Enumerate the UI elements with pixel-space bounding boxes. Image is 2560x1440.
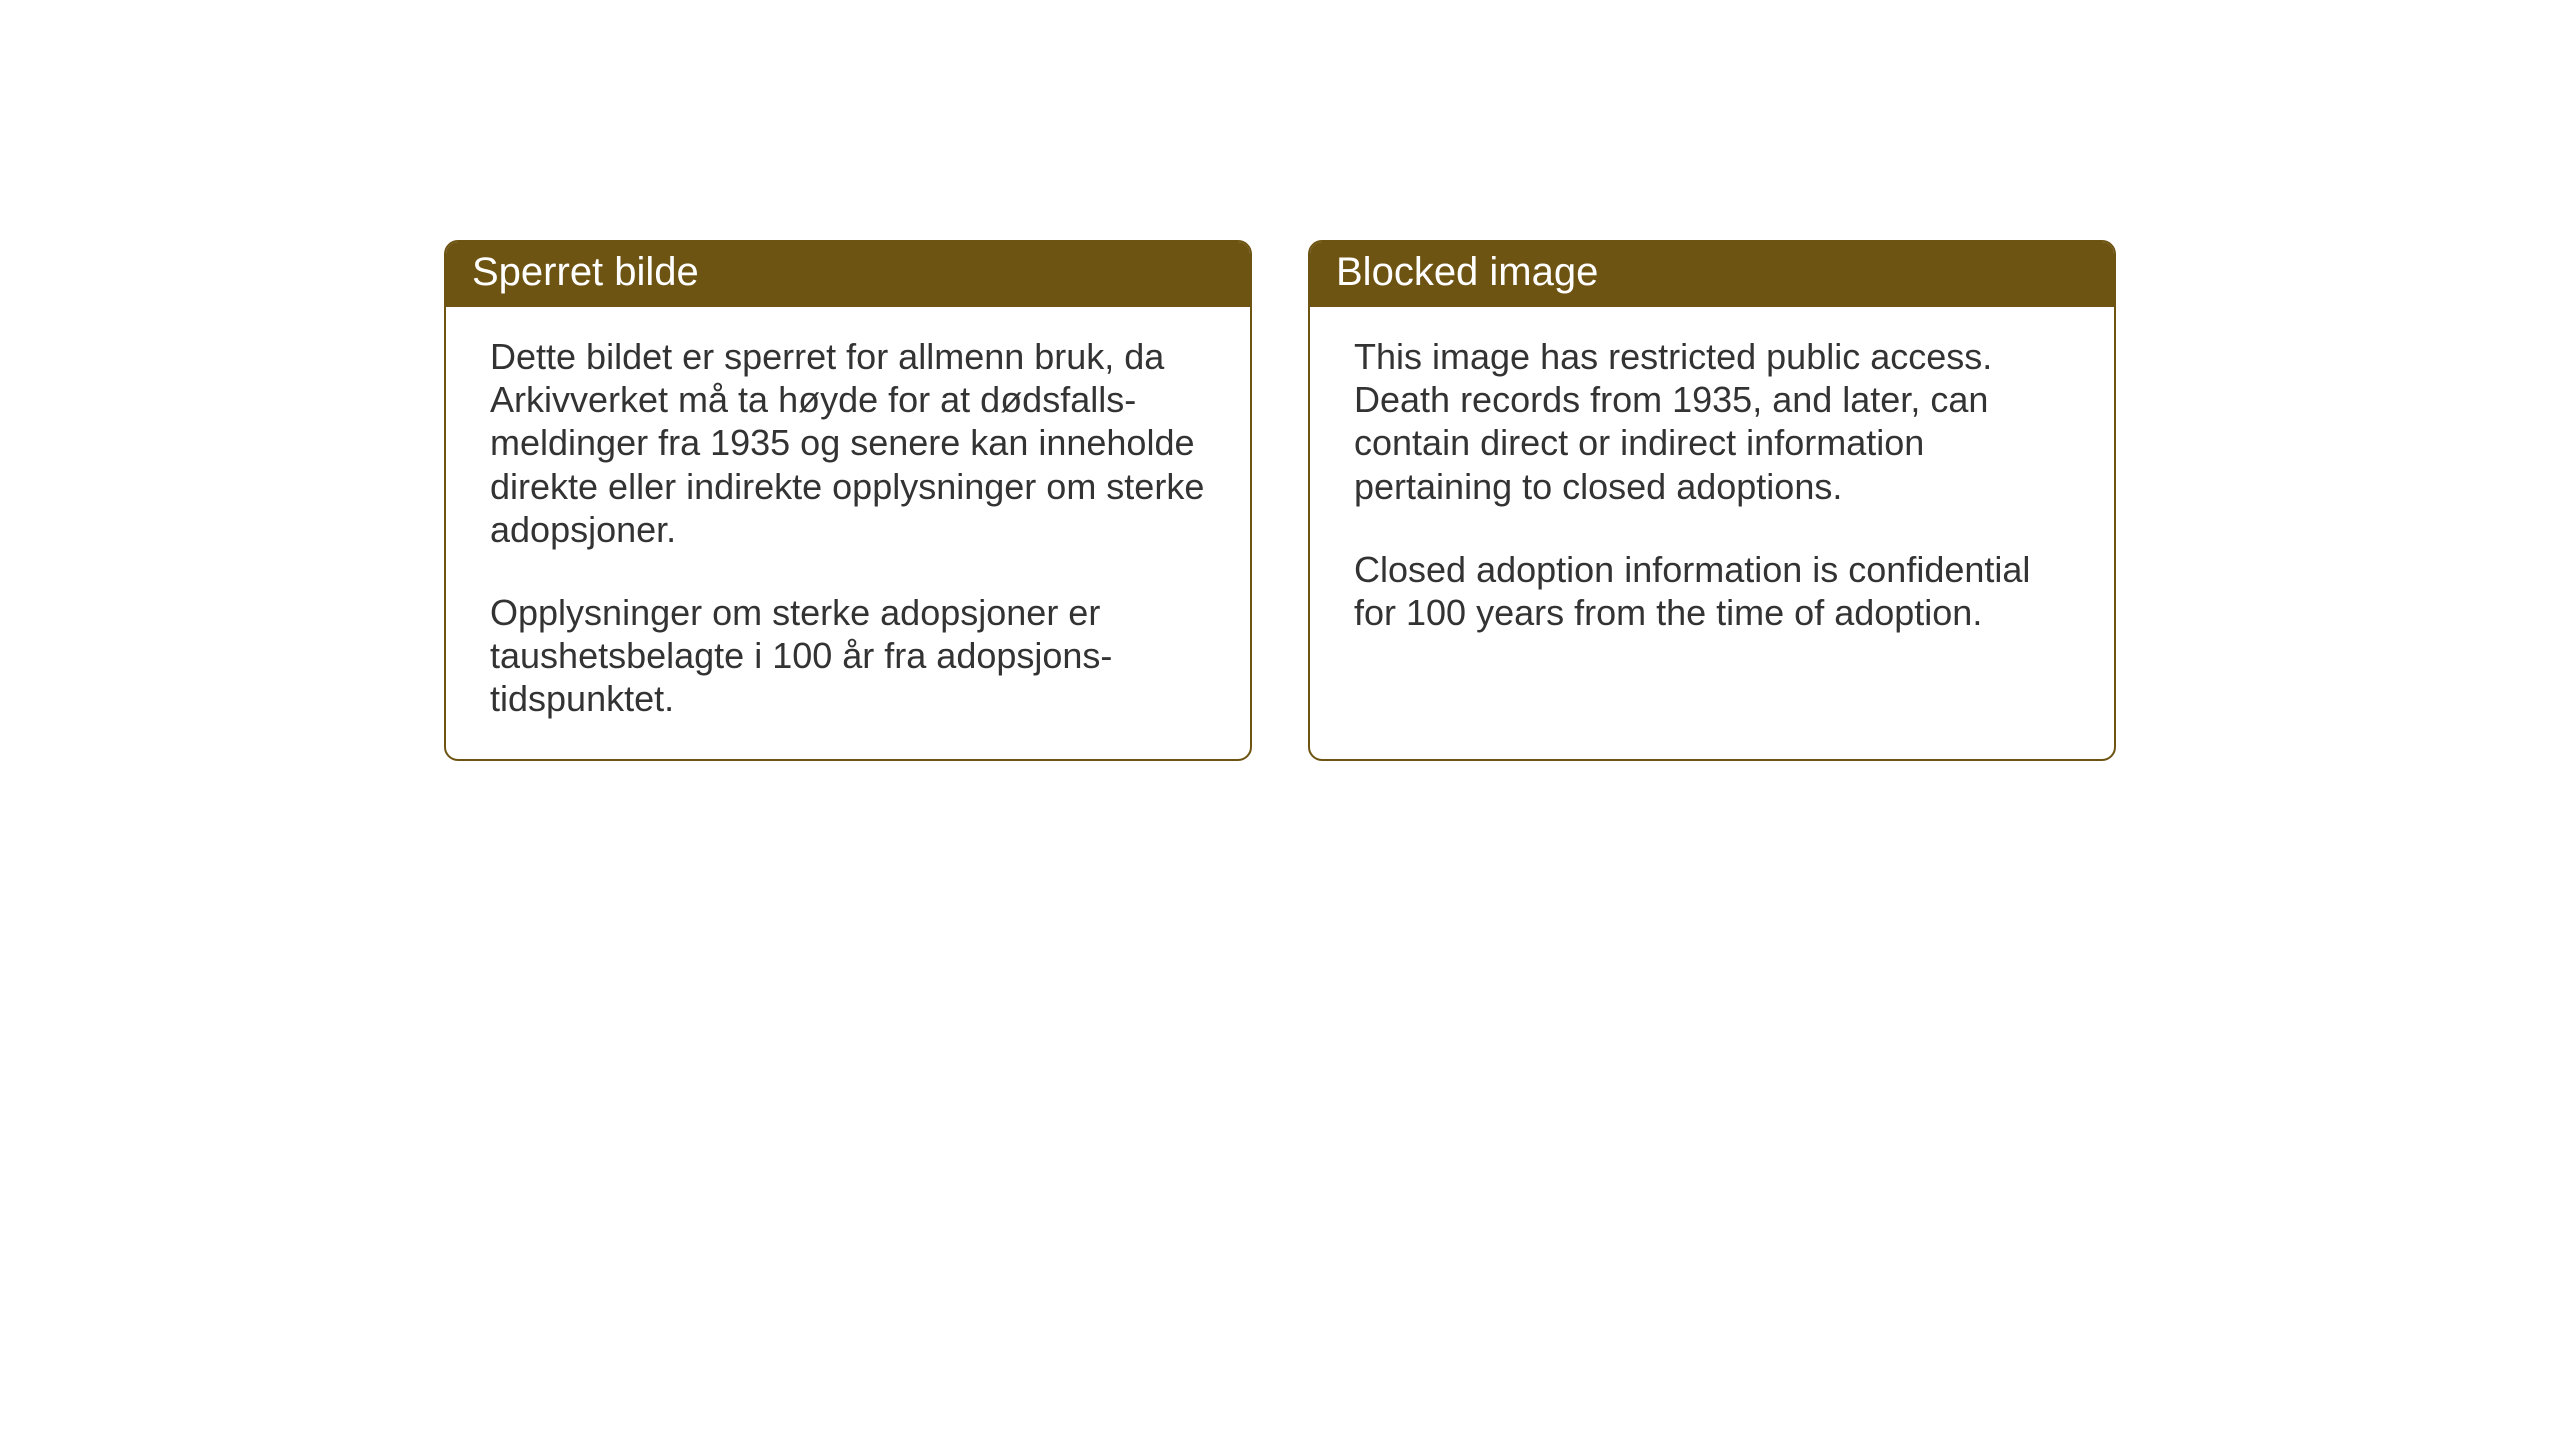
card-title-norwegian: Sperret bilde xyxy=(446,242,1250,307)
card-paragraph-2-english: Closed adoption information is confident… xyxy=(1354,548,2070,634)
card-paragraph-1-norwegian: Dette bildet er sperret for allmenn bruk… xyxy=(490,335,1206,551)
notice-card-norwegian: Sperret bilde Dette bildet er sperret fo… xyxy=(444,240,1252,761)
card-paragraph-2-norwegian: Opplysninger om sterke adopsjoner er tau… xyxy=(490,591,1206,721)
notice-cards-container: Sperret bilde Dette bildet er sperret fo… xyxy=(444,240,2560,761)
card-title-english: Blocked image xyxy=(1310,242,2114,307)
card-body-norwegian: Dette bildet er sperret for allmenn bruk… xyxy=(446,307,1250,759)
card-paragraph-1-english: This image has restricted public access.… xyxy=(1354,335,2070,508)
notice-card-english: Blocked image This image has restricted … xyxy=(1308,240,2116,761)
card-body-english: This image has restricted public access.… xyxy=(1310,307,2114,747)
